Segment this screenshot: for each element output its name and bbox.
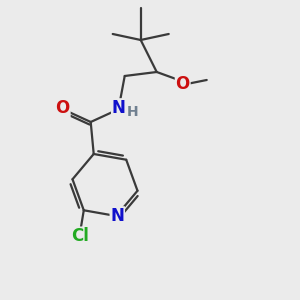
- Text: O: O: [176, 75, 190, 93]
- Text: N: N: [112, 99, 126, 117]
- Text: Cl: Cl: [71, 227, 89, 245]
- Text: H: H: [127, 105, 139, 119]
- Text: N: N: [110, 207, 124, 225]
- Text: O: O: [56, 99, 70, 117]
